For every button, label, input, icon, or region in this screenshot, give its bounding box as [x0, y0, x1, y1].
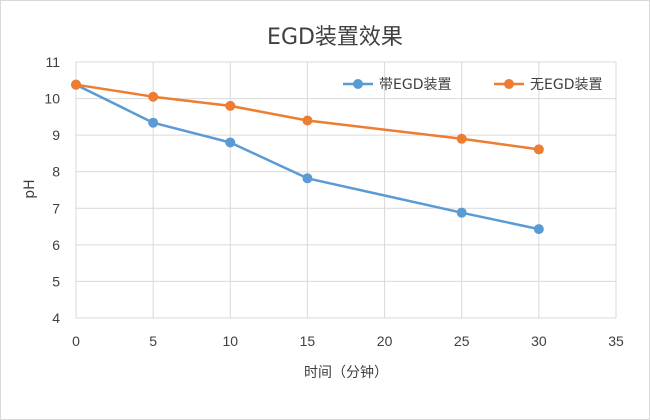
data-point — [225, 137, 236, 148]
y-tick-label: 4 — [52, 310, 60, 326]
x-axis-ticks: 0 5 10 15 20 25 30 35 — [72, 333, 624, 349]
series-group — [71, 79, 544, 235]
series-line — [75, 83, 540, 231]
data-point — [225, 100, 236, 111]
x-axis-label: 时间（分钟） — [304, 364, 388, 381]
y-axis-ticks: 4 5 6 7 8 9 10 11 — [44, 54, 60, 326]
y-tick-label: 7 — [52, 200, 60, 216]
legend-marker — [353, 79, 363, 89]
y-axis-label: pH — [22, 179, 38, 198]
y-tick-label: 9 — [52, 127, 60, 143]
legend-label: 无EGD装置 — [530, 77, 602, 93]
x-tick-label: 30 — [531, 333, 547, 349]
x-tick-label: 15 — [300, 333, 316, 349]
x-tick-label: 35 — [608, 333, 624, 349]
legend-item: 无EGD装置 — [494, 77, 602, 93]
data-point — [148, 117, 159, 128]
y-tick-label: 8 — [52, 164, 60, 180]
x-tick-label: 5 — [149, 333, 157, 349]
data-point — [456, 207, 467, 218]
data-point — [533, 144, 544, 155]
data-point — [148, 91, 159, 102]
legend-label: 带EGD装置 — [379, 77, 451, 93]
grid — [75, 61, 617, 319]
series-line — [75, 83, 540, 151]
y-tick-label: 5 — [52, 273, 60, 289]
legend-item: 带EGD装置 — [343, 77, 451, 93]
chart-title: EGD装置效果 — [267, 25, 403, 50]
data-point — [456, 133, 467, 144]
y-tick-label: 11 — [45, 54, 60, 70]
legend: 带EGD装置 无EGD装置 — [343, 77, 602, 93]
y-tick-label: 10 — [44, 91, 60, 107]
data-point — [302, 115, 313, 126]
data-point — [302, 173, 313, 184]
x-tick-label: 20 — [377, 333, 393, 349]
data-point — [533, 224, 544, 235]
y-tick-label: 6 — [52, 237, 60, 253]
x-tick-label: 25 — [454, 333, 470, 349]
x-tick-label: 0 — [72, 333, 80, 349]
x-tick-label: 10 — [222, 333, 238, 349]
series-2 — [71, 79, 544, 155]
data-point — [71, 79, 81, 90]
legend-marker — [504, 79, 514, 89]
